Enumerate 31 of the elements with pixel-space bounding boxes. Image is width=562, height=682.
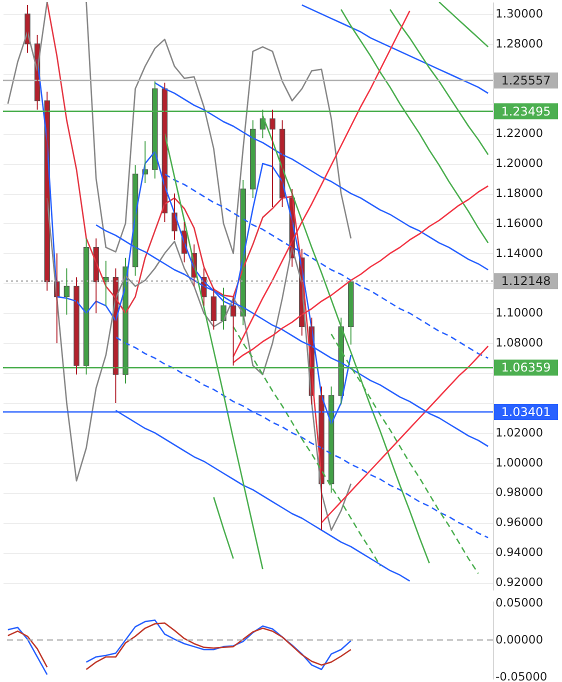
y-tick-label: 0.00000 xyxy=(496,632,544,646)
y-tick-label: 1.08000 xyxy=(496,336,544,350)
y-tick-label: 1.16000 xyxy=(496,216,544,230)
line-series xyxy=(438,2,489,48)
line-series xyxy=(320,345,489,524)
line-series xyxy=(301,4,489,94)
y-tick-label: 1.28000 xyxy=(496,36,544,50)
ref-line-label: 1.12148 xyxy=(501,274,551,288)
line-series xyxy=(46,2,322,478)
y-tick-label: 1.20000 xyxy=(496,156,544,170)
y-tick-label: 0.98000 xyxy=(496,485,544,500)
ref-line-label: 1.25557 xyxy=(501,73,551,88)
y-tick-label: 1.22000 xyxy=(496,126,544,140)
line-series xyxy=(232,10,410,358)
y-tick-label: 0.05000 xyxy=(496,596,544,610)
line-series xyxy=(232,185,489,364)
ref-line-label: 1.03401 xyxy=(501,404,551,419)
y-tick-label: 0.96000 xyxy=(496,515,544,530)
y-tick-label: 0.92000 xyxy=(496,575,544,590)
line-series xyxy=(154,82,489,271)
y-tick-label: 1.18000 xyxy=(496,186,544,200)
line-series xyxy=(46,197,352,531)
ref-line-label: 1.06359 xyxy=(501,360,551,375)
y-tick-label: 0.94000 xyxy=(496,545,544,560)
y-tick-label: 1.00000 xyxy=(496,455,544,470)
y-tick-label: 1.02000 xyxy=(496,425,544,440)
y-tick-label: 1.10000 xyxy=(496,306,544,320)
y-tick-label: 1.14000 xyxy=(496,246,544,260)
ref-line-label: 1.23495 xyxy=(501,104,551,118)
y-tick-label: -0.05000 xyxy=(496,669,548,682)
y-tick-label: 1.30000 xyxy=(496,6,544,20)
